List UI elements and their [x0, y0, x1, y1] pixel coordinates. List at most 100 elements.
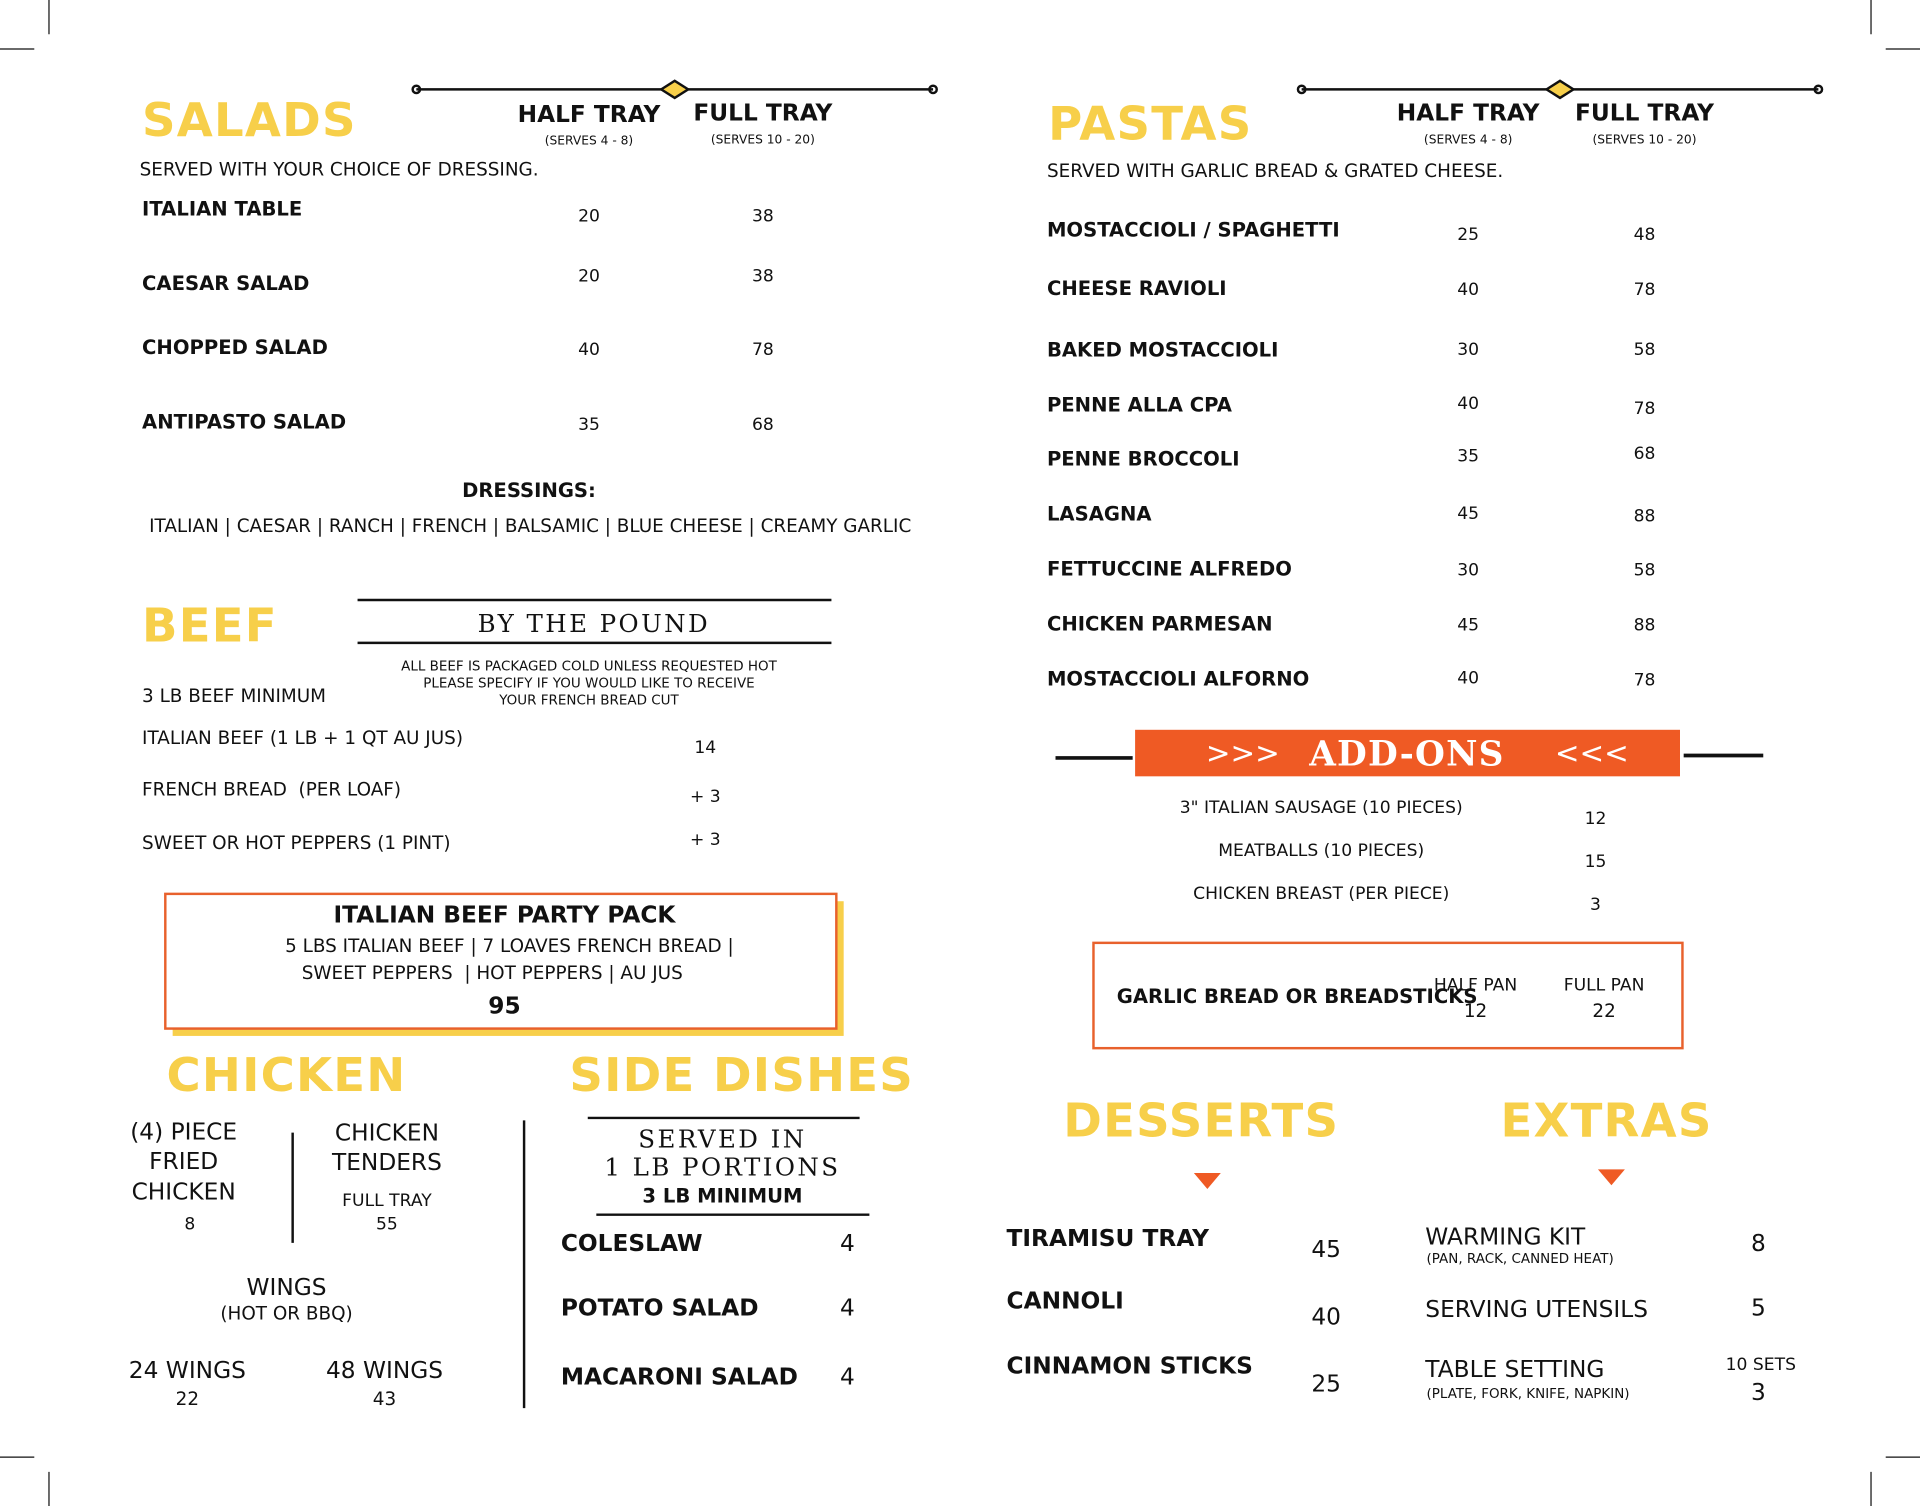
pastas-full: 88	[1633, 506, 1656, 527]
add-ons-price: 3	[1590, 895, 1601, 915]
side-dishes-title: SIDE DISHES	[569, 1048, 914, 1103]
side-dishes-banner: SERVED IN	[638, 1124, 807, 1154]
beef-banner: BY THE POUND	[477, 608, 711, 638]
pastas-half: 25	[1457, 225, 1480, 245]
pastas-name: PENNE ALLA CPA	[1046, 393, 1232, 417]
pastas-note: SERVED WITH GARLIC BREAD & GRATED CHEESE…	[1046, 159, 1504, 182]
pastas-name: MOSTACCIOLI / SPAGHETTI	[1046, 217, 1340, 242]
pastas-full: 78	[1633, 671, 1656, 691]
salads-name: CHOPPED SALAD	[142, 335, 328, 359]
pastas-name: MOSTACCIOLI ALFORNO	[1046, 667, 1310, 691]
pastas-half: 45	[1457, 504, 1480, 525]
pastas-name: FETTUCCINE ALFREDO	[1046, 557, 1292, 581]
party-pack-title: ITALIAN BEEF PARTY PACK	[333, 901, 676, 929]
side-dishes-price: 4	[839, 1230, 855, 1257]
chicken-size: FULL TRAY	[342, 1191, 432, 1212]
salads-half-tray: HALF TRAY	[517, 101, 661, 128]
chicken-name: 24 WINGS	[128, 1357, 246, 1385]
chicken-title: CHICKEN	[166, 1048, 407, 1103]
add-ons-price: 12	[1584, 809, 1607, 829]
extras-name: TABLE SETTING	[1425, 1356, 1605, 1384]
chicken-name: FRIED	[149, 1147, 219, 1175]
pastas-full: 48	[1633, 225, 1656, 245]
add-ons-prefix: >>>	[1205, 735, 1280, 771]
desserts-price: 25	[1311, 1370, 1341, 1398]
salads-full-tray: FULL TRAY	[693, 99, 833, 127]
add-ons-half-price: 12	[1463, 999, 1488, 1022]
add-ons-title: ADD-ONS	[1309, 733, 1505, 774]
beef-price: + 3	[689, 787, 721, 807]
chicken-note: (HOT OR BBQ)	[220, 1302, 353, 1325]
pastas-half: 35	[1457, 446, 1480, 467]
salads-half-serves: (SERVES 4 - 8)	[544, 134, 634, 149]
extras-qty: 10 SETS	[1725, 1355, 1796, 1376]
chicken-price: 22	[175, 1387, 200, 1411]
salads-half: 35	[578, 415, 600, 435]
salads-half: 40	[578, 340, 600, 361]
beef-price: 14	[694, 738, 717, 758]
pastas-full: 78	[1633, 280, 1656, 301]
add-ons-full-price: 22	[1592, 999, 1616, 1022]
salads-half: 20	[578, 206, 600, 227]
extras-price: 3	[1750, 1379, 1766, 1407]
add-ons-name: GARLIC BREAD OR BREADSTICKS	[1116, 984, 1478, 1008]
salads-full: 38	[751, 266, 774, 287]
pastas-half: 30	[1457, 560, 1480, 581]
add-ons-half: HALF PAN	[1433, 975, 1518, 996]
pastas-half: 40	[1457, 668, 1480, 689]
beef-note: PLEASE SPECIFY IF YOU WOULD LIKE TO RECE…	[423, 675, 755, 692]
add-ons-price: 15	[1584, 852, 1607, 872]
side-dishes-name: MACARONI SALAD	[560, 1363, 798, 1391]
party-pack-lines: SWEET PEPPERS | HOT PEPPERS | AU JUS	[301, 961, 683, 984]
salads-full: 38	[751, 206, 774, 227]
salads-name: ANTIPASTO SALAD	[142, 410, 347, 434]
chicken-price: 55	[376, 1214, 398, 1235]
salads-full: 68	[751, 415, 774, 435]
side-dishes-price: 4	[839, 1363, 855, 1391]
desserts-name: CINNAMON STICKS	[1006, 1352, 1253, 1380]
chicken-name: (4) PIECE	[130, 1118, 238, 1146]
beef-note: ALL BEEF IS PACKAGED COLD UNLESS REQUEST…	[401, 658, 777, 675]
pastas-name: PENNE BROCCOLI	[1046, 446, 1240, 471]
party-pack-lines: 5 LBS ITALIAN BEEF | 7 LOAVES FRENCH BRE…	[285, 934, 734, 957]
chicken-name: CHICKEN	[334, 1119, 440, 1147]
chicken-name: TENDERS	[331, 1149, 442, 1177]
pastas-half: 30	[1457, 340, 1480, 361]
salads-half: 20	[578, 266, 600, 287]
desserts-name: CANNOLI	[1006, 1287, 1124, 1315]
desserts-price: 40	[1311, 1303, 1341, 1331]
add-ons-suffix: <<<	[1554, 735, 1629, 771]
pastas-half: 40	[1457, 280, 1480, 301]
pastas-full-tray: FULL TRAY	[1575, 99, 1714, 127]
pastas-title: PASTAS	[1048, 96, 1253, 151]
extras-note: (PAN, RACK, CANNED HEAT)	[1426, 1250, 1614, 1267]
salads-dressings-title: DRESSINGS:	[462, 478, 596, 503]
beef-minimum: 3 LB BEEF MINIMUM	[142, 685, 327, 708]
salads-title: SALADS	[142, 93, 357, 147]
pastas-half: 40	[1457, 394, 1480, 414]
salads-name: ITALIAN TABLE	[142, 197, 303, 221]
pastas-full-serves: (SERVES 10 - 20)	[1592, 133, 1697, 147]
extras-name: WARMING KIT	[1425, 1223, 1586, 1251]
pastas-half-serves: (SERVES 4 - 8)	[1423, 133, 1513, 147]
extras-name: SERVING UTENSILS	[1425, 1296, 1648, 1324]
chicken-name: CHICKEN	[131, 1178, 236, 1206]
pastas-half: 45	[1457, 615, 1480, 636]
beef-price: + 3	[689, 830, 721, 850]
beef-note: YOUR FRENCH BREAD CUT	[499, 692, 679, 709]
pastas-name: BAKED MOSTACCIOLI	[1046, 337, 1279, 362]
pastas-half-tray: HALF TRAY	[1396, 99, 1540, 127]
beef-name: FRENCH BREAD (PER LOAF)	[142, 778, 402, 801]
extras-note: (PLATE, FORK, KNIFE, NAPKIN)	[1426, 1385, 1630, 1402]
pastas-name: CHEESE RAVIOLI	[1046, 276, 1227, 301]
side-dishes-banner: 1 LB PORTIONS	[604, 1152, 841, 1182]
pastas-full: 78	[1633, 399, 1656, 419]
side-dishes-name: COLESLAW	[560, 1230, 703, 1257]
extras-title: EXTRAS	[1500, 1093, 1713, 1148]
salads-name: CAESAR SALAD	[142, 271, 310, 296]
desserts-title: DESSERTS	[1063, 1093, 1340, 1148]
salads-dressings: ITALIAN | CAESAR | RANCH | FRENCH | BALS…	[149, 514, 912, 537]
add-ons-name: MEATBALLS (10 PIECES)	[1218, 841, 1425, 861]
beef-title: BEEF	[142, 598, 278, 653]
